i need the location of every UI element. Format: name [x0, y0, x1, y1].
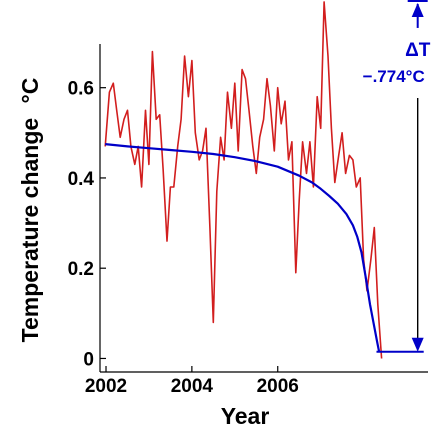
x-axis-title: Year	[221, 403, 270, 429]
delta-annotation: ΔT −.774°C	[363, 0, 431, 352]
x-tick-label: 2006	[257, 376, 299, 397]
delta-down-arrow	[411, 337, 424, 352]
y-axis-title-text: Temperature change	[17, 118, 43, 343]
delta-up-arrow	[411, 2, 424, 17]
tick-labels: 0 0.2 0.4 0.6 2002 2004 2006	[68, 79, 299, 397]
plot-frame	[99, 44, 428, 373]
x-tick-label: 2004	[171, 376, 214, 397]
svg-text:Temperature change °C: Temperature change °C	[17, 78, 43, 343]
delta-value: −.774°C	[363, 67, 425, 86]
delta-label: ΔT	[405, 40, 431, 61]
y-tick-label: 0.6	[68, 79, 94, 100]
temperature-series-line	[104, 1, 383, 359]
y-axis-title-unit: °C	[17, 78, 43, 104]
y-tick-label: 0	[83, 349, 94, 370]
y-axis-title: Temperature change °C	[17, 78, 43, 343]
axis-ticks	[100, 87, 279, 372]
y-tick-label: 0.4	[68, 169, 95, 190]
x-tick-label: 2002	[85, 376, 127, 397]
series-layer	[104, 1, 424, 359]
trend-series-line	[105, 143, 381, 352]
y-tick-label: 0.2	[68, 259, 94, 280]
